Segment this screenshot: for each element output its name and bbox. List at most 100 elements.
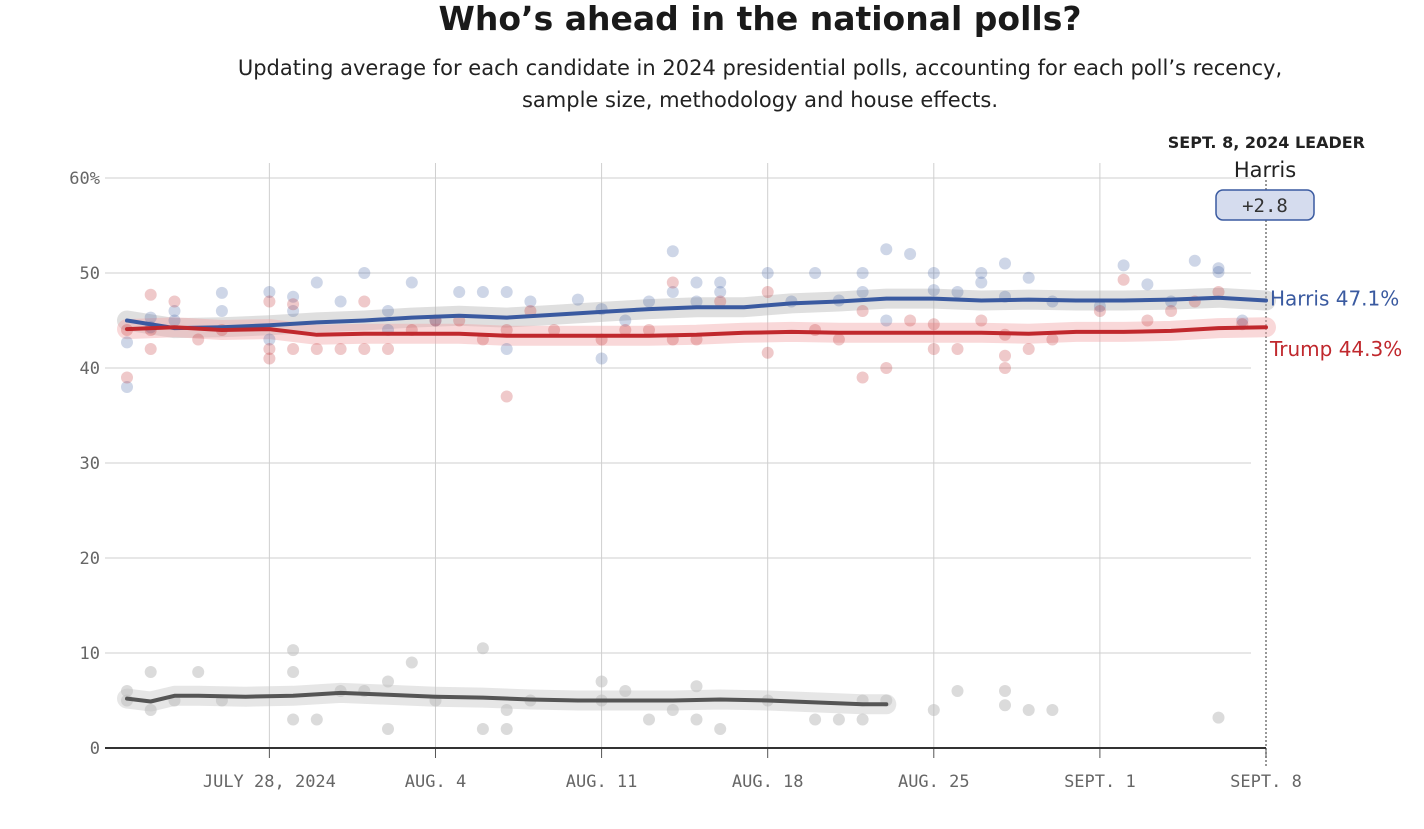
- poll-dot: [453, 286, 466, 298]
- poll-dot: [1212, 266, 1225, 278]
- x-tick-label: SEPT. 8: [1230, 772, 1302, 792]
- poll-dot: [144, 311, 157, 324]
- poll-dot: [500, 286, 513, 298]
- poll-dot: [1141, 314, 1154, 327]
- poll-dot: [121, 685, 133, 697]
- average-line: [125, 295, 1268, 331]
- poll-dot: [975, 314, 988, 327]
- x-tick-label: AUG. 11: [566, 772, 638, 792]
- poll-dot: [666, 245, 679, 258]
- poll-dot: [476, 286, 489, 298]
- poll-dot: [619, 685, 632, 697]
- poll-dot: [524, 305, 537, 317]
- leader-margin-box: [1215, 189, 1315, 221]
- poll-dot: [690, 295, 703, 308]
- poll-dot: [1093, 300, 1106, 313]
- poll-dot: [500, 390, 513, 403]
- poll-dot: [832, 713, 845, 726]
- poll-dot: [761, 286, 774, 298]
- poll-dot: [975, 276, 988, 289]
- poll-dot: [1022, 704, 1035, 716]
- poll-dot: [310, 276, 323, 289]
- poll-dot: [1046, 333, 1059, 346]
- poll-dot: [121, 336, 133, 349]
- poll-dot: [500, 704, 513, 716]
- poll-dot: [951, 343, 964, 355]
- poll-dot: [761, 346, 774, 359]
- poll-dot: [192, 666, 205, 678]
- poll-dot: [382, 343, 394, 355]
- average-line: [125, 690, 889, 707]
- poll-dot: [714, 286, 727, 298]
- poll-dot: [666, 704, 679, 716]
- poll-dot: [1188, 254, 1201, 267]
- poll-dot: [287, 666, 300, 678]
- poll-dot: [714, 295, 727, 308]
- poll-dot: [263, 343, 276, 355]
- poll-dot: [809, 267, 822, 279]
- poll-dot: [1046, 704, 1059, 716]
- x-tick-label: JULY 28, 2024: [203, 772, 336, 792]
- poll-dot: [192, 333, 205, 346]
- x-tick-label: AUG. 4: [405, 772, 466, 792]
- poll-dot: [144, 288, 157, 301]
- poll-dot: [263, 295, 276, 308]
- poll-dot: [287, 290, 300, 303]
- leader-header: SEPT. 8, 2024 LEADER: [1168, 133, 1365, 152]
- x-tick-label: AUG. 25: [898, 772, 970, 792]
- poll-dot: [927, 343, 940, 355]
- y-tick-label: 10: [80, 644, 100, 664]
- poll-dot: [1212, 286, 1225, 298]
- poll-dot: [144, 666, 157, 678]
- poll-dot: [382, 675, 394, 688]
- poll-dot: [548, 324, 561, 336]
- poll-dot: [904, 248, 917, 260]
- poll-dot: [287, 298, 300, 311]
- poll-dot: [856, 286, 869, 298]
- poll-dot: [168, 295, 181, 308]
- poll-dot: [524, 295, 537, 308]
- poll-dot: [287, 644, 300, 657]
- poll-dot: [121, 371, 133, 384]
- poll-dot: [690, 680, 703, 693]
- poll-dot: [287, 343, 300, 355]
- poll-dot: [927, 284, 940, 297]
- poll-dot: [571, 293, 584, 306]
- y-tick-label: 30: [80, 454, 100, 474]
- poll-dot: [1022, 343, 1035, 355]
- poll-dot: [168, 305, 181, 317]
- poll-dot: [690, 713, 703, 726]
- poll-dot: [999, 685, 1011, 697]
- poll-dot: [121, 381, 133, 393]
- poll-dot: [927, 704, 940, 716]
- poll-dot: [310, 343, 323, 355]
- chart-subtitle: Updating average for each candidate in 2…: [237, 56, 1283, 112]
- poll-dot: [1165, 305, 1178, 317]
- poll-dot: [595, 352, 608, 365]
- poll-dot: [1212, 262, 1225, 275]
- labels: SEPT. 8, 2024 LEADER Harris +2.8 Harris …: [1168, 133, 1402, 361]
- poll-dot: [500, 324, 513, 336]
- series-end-label: Trump 44.3%: [1269, 337, 1402, 361]
- poll-dot: [358, 343, 371, 355]
- y-tick-label: 20: [80, 549, 100, 569]
- poll-dot: [832, 333, 845, 346]
- poll-dot: [975, 267, 988, 279]
- poll-dot: [382, 305, 394, 317]
- poll-dot: [263, 286, 276, 298]
- poll-dot: [1236, 314, 1249, 327]
- poll-dot: [951, 685, 964, 697]
- leader-margin: +2.8: [1242, 195, 1288, 217]
- poll-dot: [999, 349, 1011, 362]
- poll-dot: [1022, 271, 1035, 284]
- poll-dot: [144, 343, 157, 355]
- poll-dot: [358, 295, 371, 308]
- poll-dot: [999, 699, 1011, 712]
- poll-dot: [619, 314, 632, 327]
- chart-title: Who’s ahead in the national polls?: [438, 0, 1082, 38]
- poll-dot: [666, 276, 679, 289]
- poll-dot: [856, 371, 869, 384]
- poll-dot: [643, 713, 655, 726]
- poll-dot: [690, 276, 703, 289]
